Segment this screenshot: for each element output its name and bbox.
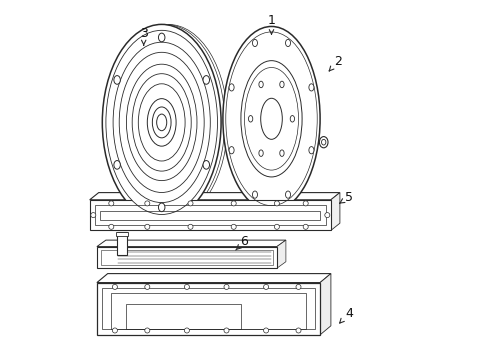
Text: 4: 4 — [339, 307, 352, 323]
Polygon shape — [89, 193, 339, 200]
Ellipse shape — [295, 284, 301, 289]
Text: 3: 3 — [140, 27, 147, 45]
Ellipse shape — [144, 201, 149, 206]
Ellipse shape — [138, 84, 185, 161]
Ellipse shape — [158, 203, 164, 212]
Ellipse shape — [295, 328, 301, 333]
Ellipse shape — [308, 84, 313, 91]
Ellipse shape — [319, 136, 327, 148]
Bar — [115, 232, 127, 236]
Ellipse shape — [308, 147, 313, 154]
Ellipse shape — [184, 284, 189, 289]
Ellipse shape — [114, 76, 120, 84]
Ellipse shape — [106, 30, 217, 215]
Bar — [101, 211, 320, 220]
Ellipse shape — [303, 224, 307, 229]
Ellipse shape — [303, 201, 307, 206]
Ellipse shape — [152, 107, 171, 138]
Polygon shape — [97, 240, 285, 247]
Text: 6: 6 — [235, 235, 248, 250]
Ellipse shape — [203, 76, 209, 84]
Ellipse shape — [158, 33, 164, 42]
Ellipse shape — [260, 98, 282, 139]
Bar — [102, 288, 314, 329]
Ellipse shape — [252, 191, 257, 198]
Ellipse shape — [274, 201, 279, 206]
Ellipse shape — [224, 284, 228, 289]
Ellipse shape — [231, 201, 236, 206]
Ellipse shape — [279, 81, 284, 88]
Ellipse shape — [113, 42, 210, 203]
Ellipse shape — [184, 328, 189, 333]
Ellipse shape — [147, 99, 176, 146]
Ellipse shape — [258, 81, 263, 88]
Polygon shape — [320, 274, 330, 335]
Bar — [111, 293, 305, 329]
Ellipse shape — [112, 328, 117, 333]
Text: 2: 2 — [328, 55, 341, 71]
Ellipse shape — [156, 114, 166, 131]
Ellipse shape — [258, 150, 263, 156]
Ellipse shape — [91, 212, 96, 217]
Bar — [97, 283, 320, 335]
Ellipse shape — [102, 24, 221, 220]
Ellipse shape — [289, 116, 294, 122]
Text: 1: 1 — [267, 14, 275, 34]
Polygon shape — [276, 240, 285, 268]
Ellipse shape — [224, 328, 228, 333]
Ellipse shape — [132, 74, 191, 171]
Polygon shape — [330, 193, 339, 230]
Ellipse shape — [285, 191, 290, 198]
Ellipse shape — [108, 224, 114, 229]
Ellipse shape — [108, 201, 114, 206]
Ellipse shape — [112, 284, 117, 289]
Ellipse shape — [228, 84, 234, 91]
Bar — [101, 250, 272, 265]
Ellipse shape — [114, 161, 120, 169]
Ellipse shape — [252, 39, 257, 46]
Ellipse shape — [228, 147, 234, 154]
Ellipse shape — [187, 224, 193, 229]
Ellipse shape — [144, 224, 149, 229]
Ellipse shape — [203, 161, 209, 169]
Ellipse shape — [324, 212, 329, 217]
Ellipse shape — [126, 64, 197, 181]
Ellipse shape — [119, 52, 204, 193]
Bar — [89, 200, 330, 230]
Bar — [117, 232, 126, 255]
Ellipse shape — [144, 328, 149, 333]
Ellipse shape — [274, 224, 279, 229]
Ellipse shape — [285, 39, 290, 46]
Text: 5: 5 — [339, 191, 352, 204]
Ellipse shape — [223, 27, 320, 211]
Ellipse shape — [231, 224, 236, 229]
Bar — [97, 247, 276, 268]
Ellipse shape — [263, 328, 268, 333]
Bar — [125, 304, 241, 329]
Polygon shape — [97, 274, 330, 283]
Ellipse shape — [279, 150, 284, 156]
Ellipse shape — [263, 284, 268, 289]
Ellipse shape — [187, 201, 193, 206]
Ellipse shape — [321, 139, 325, 145]
Bar — [95, 205, 325, 225]
Ellipse shape — [144, 284, 149, 289]
Ellipse shape — [248, 116, 252, 122]
Ellipse shape — [241, 60, 302, 177]
